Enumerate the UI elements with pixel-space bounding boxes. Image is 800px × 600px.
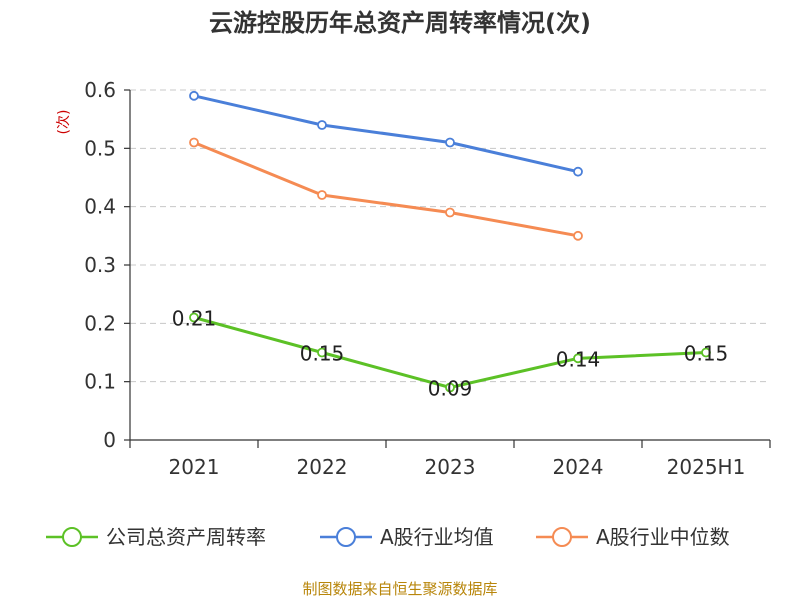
data-point	[317, 347, 327, 358]
series-line-2	[193, 141, 579, 238]
data-point	[317, 190, 327, 200]
data-point	[189, 90, 199, 101]
gridlines	[130, 89, 770, 383]
legend: 公司总资产周转率 A股行业均值 A股行业中位数	[46, 525, 730, 549]
data-point	[701, 347, 711, 358]
y-tick-label: 0.1	[84, 370, 116, 394]
legend-marker	[336, 527, 356, 547]
data-label: 0.09	[428, 377, 473, 401]
data-label: 0.15	[300, 342, 345, 366]
legend-label: A股行业中位数	[596, 525, 730, 549]
source-note: 制图数据来自恒生聚源数据库	[302, 580, 497, 598]
x-tick-label: 2024	[553, 455, 604, 479]
legend-marker	[552, 527, 572, 547]
data-point	[189, 137, 199, 148]
data-labels: 0.21 0.15 0.09 0.14 0.15	[172, 307, 729, 401]
x-tick-label: 2022	[297, 455, 348, 479]
data-point	[445, 137, 455, 148]
x-tick-label: 2025H1	[667, 455, 746, 479]
y-tick-label: 0.6	[84, 78, 116, 102]
data-label: 0.14	[556, 347, 601, 371]
y-tick-label: 0.2	[84, 311, 116, 335]
data-label: 0.15	[684, 342, 729, 366]
data-point	[445, 382, 455, 393]
x-tick-label: 2021	[169, 455, 220, 479]
y-tick-label: 0.4	[84, 195, 116, 219]
data-point	[573, 353, 583, 364]
data-point	[317, 120, 327, 130]
legend-label: 公司总资产周转率	[106, 525, 266, 549]
data-point	[573, 230, 583, 241]
y-tick-label: 0.5	[84, 136, 116, 160]
data-label: 0.21	[172, 307, 217, 331]
chart-title: 云游控股历年总资产周转率情况(次)	[209, 9, 591, 37]
y-tick-label: 0	[103, 428, 116, 452]
series-line-1	[193, 94, 579, 174]
data-point	[445, 207, 455, 218]
legend-marker	[62, 527, 82, 547]
y-axis-label: (次)	[56, 110, 72, 135]
y-tick-label: 0.3	[84, 253, 116, 277]
y-ticks: 0 0.1 0.2 0.3 0.4 0.5 0.6	[84, 78, 130, 452]
data-point	[189, 312, 199, 323]
data-point	[573, 166, 583, 177]
x-tick-label: 2023	[425, 455, 476, 479]
series-group	[189, 90, 711, 393]
legend-label: A股行业均值	[380, 525, 494, 549]
x-ticks: 2021 2022 2023 2024 2025H1	[129, 440, 771, 479]
